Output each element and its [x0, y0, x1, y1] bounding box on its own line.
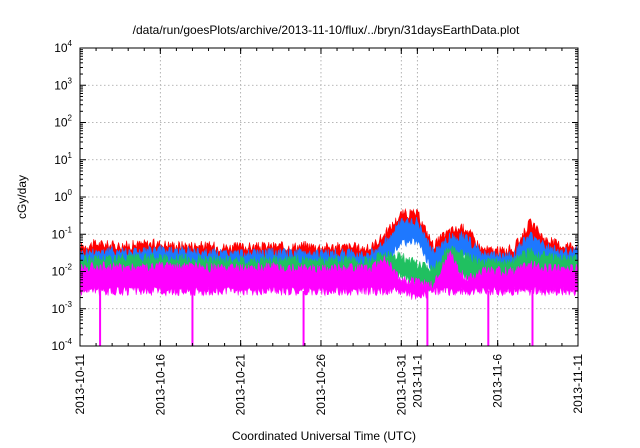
x-tick-label: 2013-10-26 — [314, 354, 328, 416]
y-tick-label: 103 — [54, 76, 72, 92]
series-layer — [79, 208, 579, 346]
y-tick-label: 101 — [54, 151, 72, 167]
x-tick-label: 2013-10-16 — [153, 354, 167, 416]
y-tick-label: 100 — [54, 188, 72, 204]
y-tick-labels: 10-4 10-3 10-2 10-1 100 101 102 103 104 — [52, 39, 73, 353]
y-tick-label: 10-4 — [52, 337, 73, 353]
y-axis-label: cGy/day — [15, 175, 29, 219]
y-tick-label: 10-2 — [52, 263, 73, 279]
x-tick-label: 2013-10-11 — [73, 354, 87, 415]
x-tick-label: 2013-10-31 — [394, 354, 408, 416]
x-tick-label: 2013-11-1 — [410, 354, 424, 408]
y-tick-label: 10-1 — [52, 225, 73, 241]
y-tick-label: 10-3 — [52, 300, 73, 316]
series-4 — [79, 250, 579, 346]
ticks — [79, 47, 579, 347]
x-tick-label: 2013-11-6 — [491, 354, 505, 408]
x-tick-label: 2013-10-21 — [234, 354, 248, 416]
x-axis-label: Coordinated Universal Time (UTC) — [232, 429, 416, 443]
y-tick-label: 104 — [54, 39, 72, 55]
chart-title: /data/run/goesPlots/archive/2013-11-10/f… — [133, 23, 520, 37]
y-tick-label: 102 — [54, 114, 72, 130]
x-tick-labels: 2013-10-11 2013-10-16 2013-10-21 2013-10-26… — [73, 354, 585, 416]
x-tick-label: 2013-11-11 — [571, 354, 585, 414]
grid — [79, 47, 579, 347]
